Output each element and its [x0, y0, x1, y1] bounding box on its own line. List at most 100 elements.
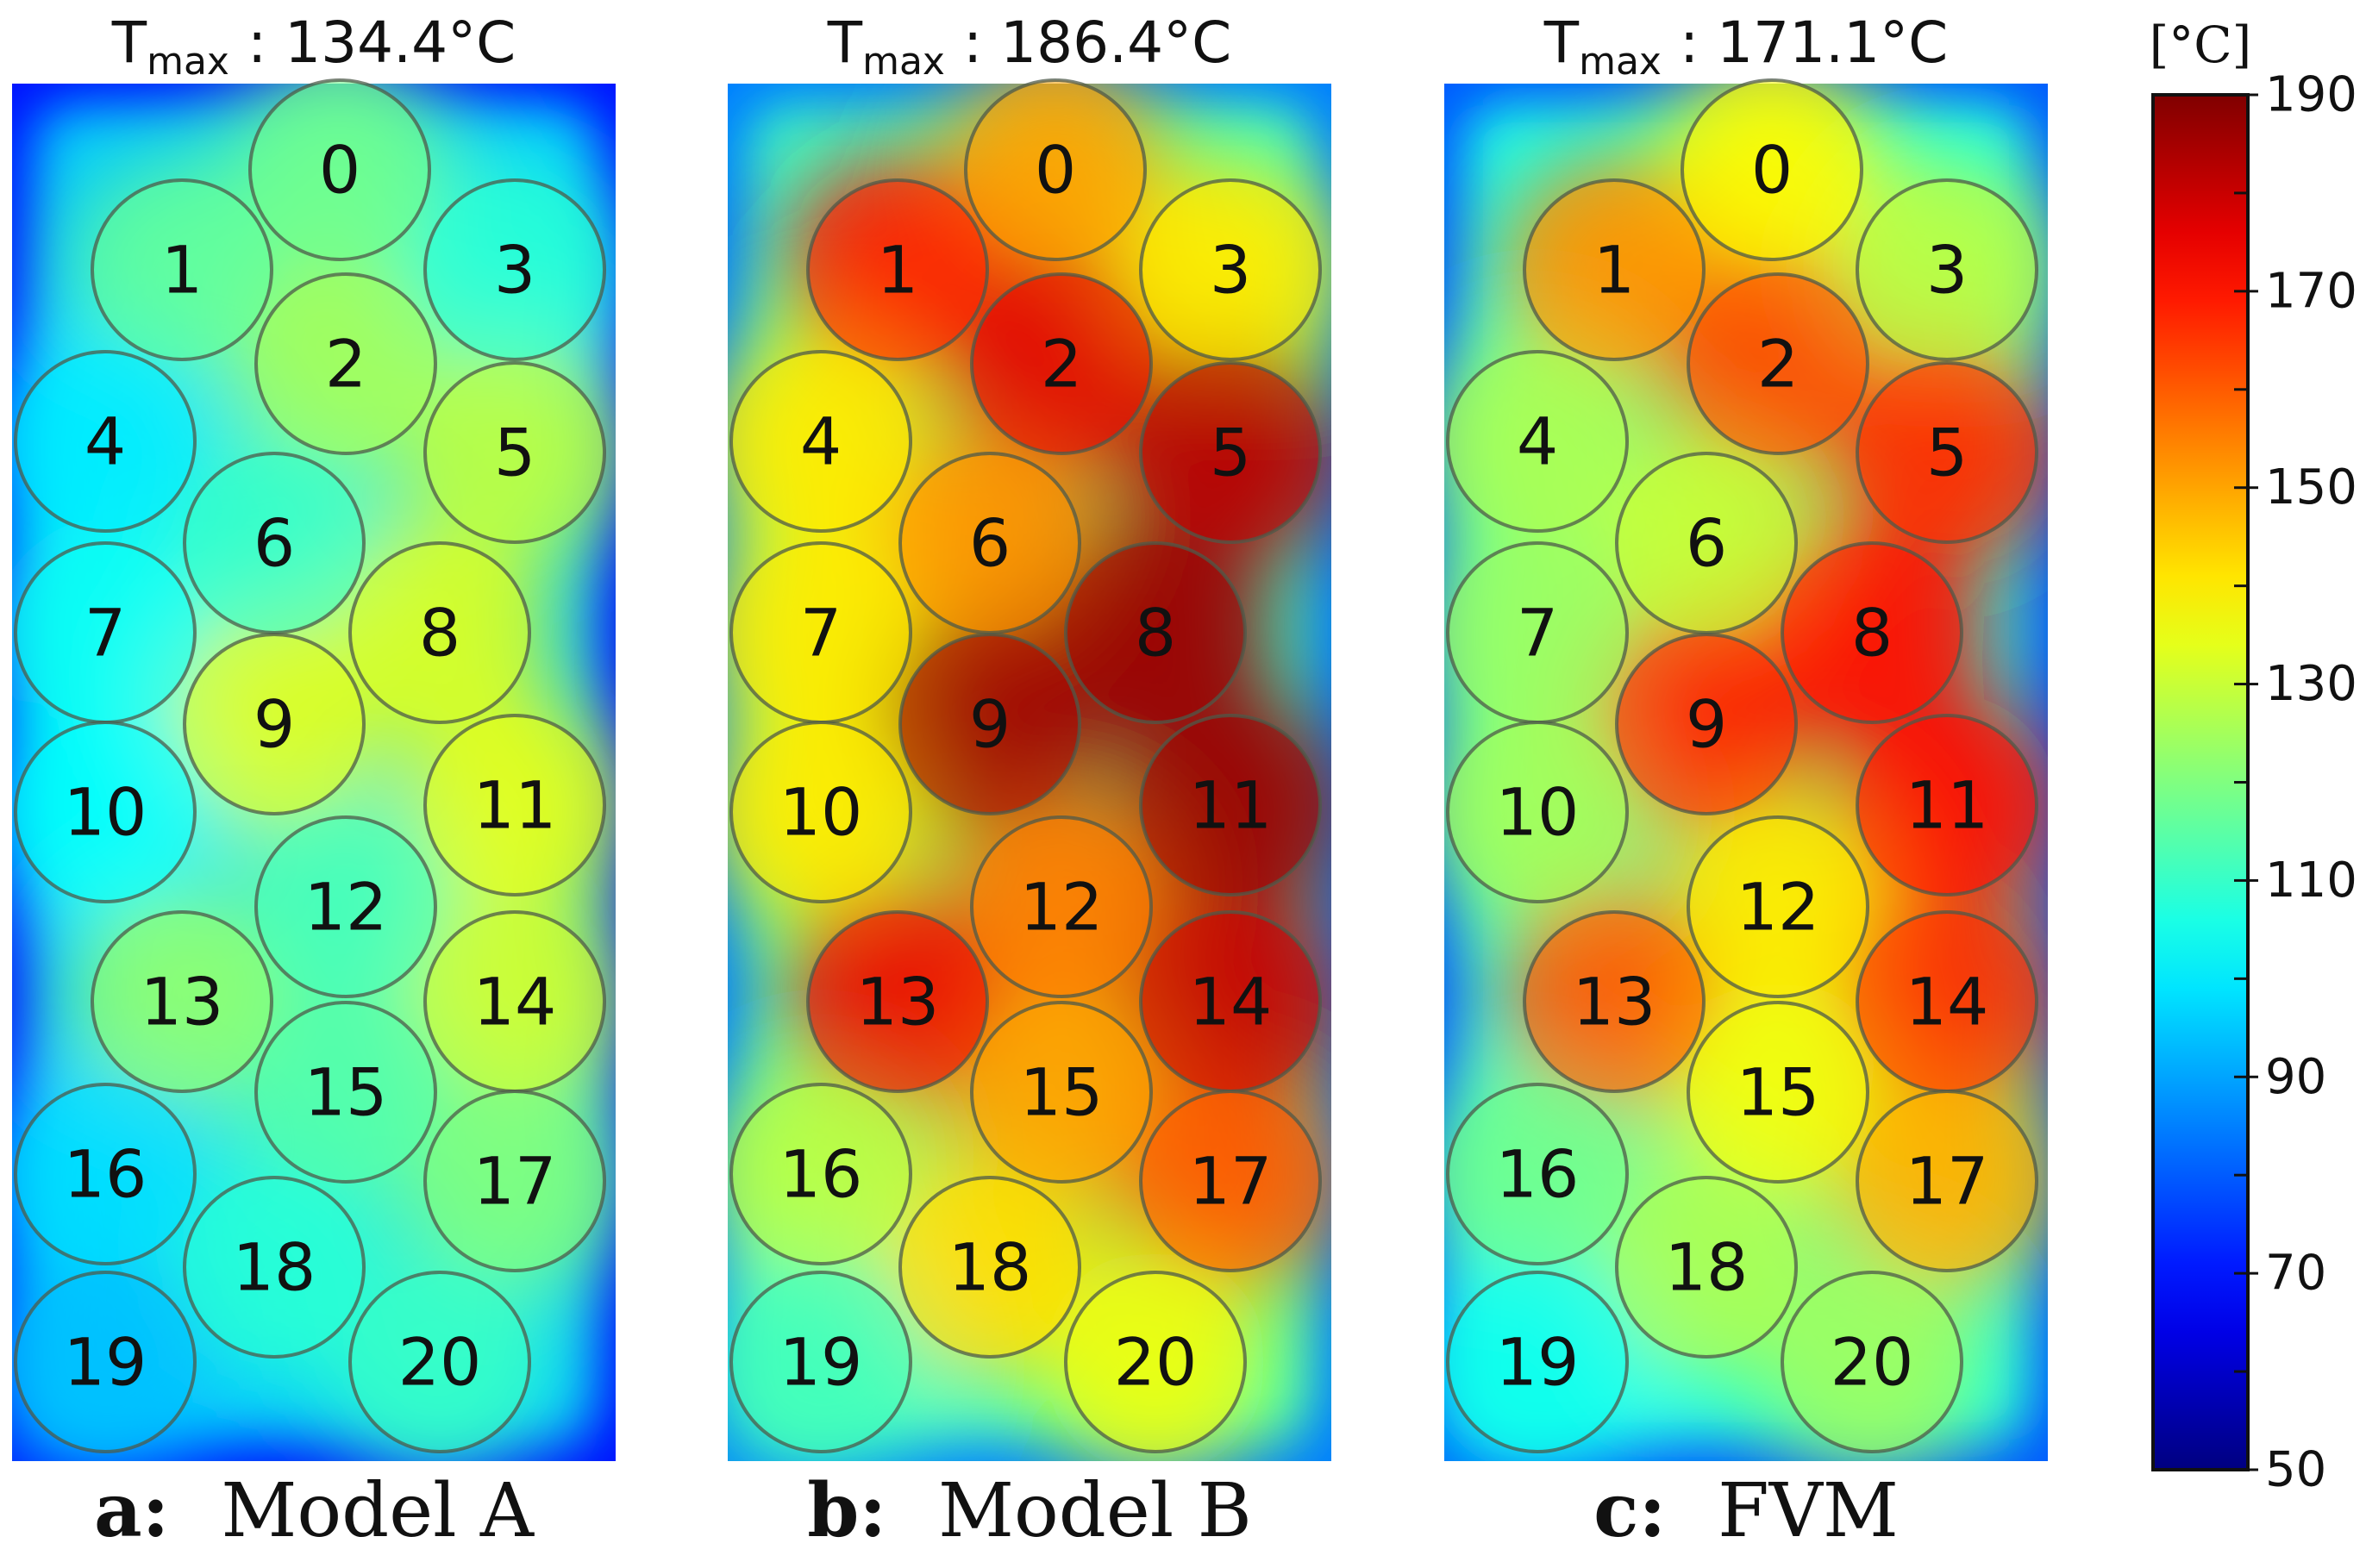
colorbar-gradient [2151, 93, 2250, 1471]
cell-label: 13 [856, 964, 940, 1040]
colorbar-tick-label: 90 [2265, 1049, 2326, 1105]
cell-18: 18 [898, 1176, 1081, 1359]
cell-16: 16 [14, 1083, 197, 1265]
cell-3: 3 [1856, 178, 2038, 361]
cell-10: 10 [729, 721, 912, 903]
cell-label: 2 [1757, 326, 1799, 403]
cell-8: 8 [1064, 541, 1247, 724]
colorbar-tick-label: 150 [2265, 459, 2357, 515]
cell-1: 1 [1523, 178, 1706, 361]
cell-label: 3 [1926, 232, 1968, 309]
cell-label: 19 [1496, 1324, 1580, 1401]
cell-6: 6 [183, 452, 366, 634]
cell-label: 8 [1851, 595, 1893, 672]
cell-0: 0 [1681, 78, 1863, 261]
panel-title: Tmax : 134.4°C [111, 9, 516, 84]
cell-label: 10 [779, 774, 863, 851]
cell-label: 4 [1517, 403, 1558, 480]
cell-17: 17 [1139, 1090, 1322, 1272]
cell-label: 15 [1020, 1054, 1104, 1131]
cell-7: 7 [14, 541, 197, 724]
cell-8: 8 [1781, 541, 1963, 724]
cell-7: 7 [729, 541, 912, 724]
cell-label: 7 [84, 595, 126, 672]
cell-3: 3 [1139, 178, 1322, 361]
cell-5: 5 [1856, 361, 2038, 544]
cell-label: 14 [1906, 964, 1989, 1040]
panel-caption: b: Model B [807, 1467, 1252, 1554]
colorbar-tick-label: 70 [2265, 1246, 2326, 1302]
cell-label: 3 [494, 232, 535, 309]
cell-11: 11 [1856, 714, 2038, 896]
cell-label: 3 [1210, 232, 1251, 309]
cell-14: 14 [1856, 910, 2038, 1093]
panel-caption: a: Model A [94, 1467, 535, 1554]
cell-label: 13 [141, 964, 224, 1040]
cell-label: 20 [398, 1324, 482, 1401]
cell-label: 1 [877, 232, 918, 309]
cell-label: 5 [1926, 415, 1968, 491]
cell-label: 1 [1593, 232, 1635, 309]
cell-label: 20 [1831, 1324, 1914, 1401]
cell-15: 15 [254, 1001, 437, 1184]
colorbar-unit-label: [°C] [2150, 16, 2252, 74]
cell-8: 8 [348, 541, 531, 724]
cell-label: 16 [779, 1136, 863, 1213]
cell-0: 0 [964, 78, 1147, 261]
cell-label: 1 [161, 232, 203, 309]
cell-11: 11 [423, 714, 606, 896]
cell-4: 4 [729, 350, 912, 533]
cell-label: 15 [304, 1054, 388, 1131]
cell-12: 12 [970, 815, 1153, 998]
cell-5: 5 [423, 361, 606, 544]
cell-5: 5 [1139, 361, 1322, 544]
cell-label: 8 [1135, 595, 1176, 672]
cell-9: 9 [183, 633, 366, 815]
cell-17: 17 [423, 1090, 606, 1272]
cell-label: 13 [1573, 964, 1656, 1040]
cell-label: 18 [233, 1229, 316, 1306]
cell-label: 5 [1210, 415, 1251, 491]
cell-label: 6 [254, 505, 295, 582]
cell-label: 5 [494, 415, 535, 491]
cell-13: 13 [806, 910, 989, 1093]
cell-label: 18 [1665, 1229, 1749, 1306]
cell-17: 17 [1856, 1090, 2038, 1272]
colorbar-tick-label: 190 [2265, 67, 2357, 123]
cell-label: 17 [1189, 1143, 1273, 1220]
cell-label: 2 [1041, 326, 1082, 403]
cell-label: 17 [1906, 1143, 1989, 1220]
cell-label: 19 [779, 1324, 863, 1401]
cell-label: 0 [319, 132, 360, 209]
cell-label: 6 [1686, 505, 1727, 582]
cell-label: 18 [948, 1229, 1032, 1306]
cell-2: 2 [254, 272, 437, 455]
cell-label: 14 [1189, 964, 1273, 1040]
cell-label: 12 [304, 869, 388, 946]
cell-label: 10 [1496, 774, 1580, 851]
cell-9: 9 [1615, 633, 1798, 815]
cell-1: 1 [806, 178, 989, 361]
panel-title: Tmax : 171.1°C [1543, 9, 1948, 84]
cell-label: 9 [969, 686, 1011, 763]
cell-label: 7 [800, 595, 842, 672]
cell-15: 15 [970, 1001, 1153, 1184]
cell-label: 9 [254, 686, 295, 763]
cell-9: 9 [898, 633, 1081, 815]
cell-11: 11 [1139, 714, 1322, 896]
colorbar-tick-label: 170 [2265, 263, 2357, 319]
cell-6: 6 [1615, 452, 1798, 634]
cell-label: 11 [473, 767, 557, 844]
cell-20: 20 [1064, 1271, 1247, 1453]
cell-7: 7 [1446, 541, 1629, 724]
cell-label: 12 [1737, 869, 1820, 946]
cell-label: 20 [1114, 1324, 1198, 1401]
cell-label: 0 [1751, 132, 1793, 209]
cell-label: 9 [1686, 686, 1727, 763]
cell-1: 1 [91, 178, 273, 361]
cell-20: 20 [348, 1271, 531, 1453]
cell-19: 19 [1446, 1271, 1629, 1453]
cell-18: 18 [1615, 1176, 1798, 1359]
